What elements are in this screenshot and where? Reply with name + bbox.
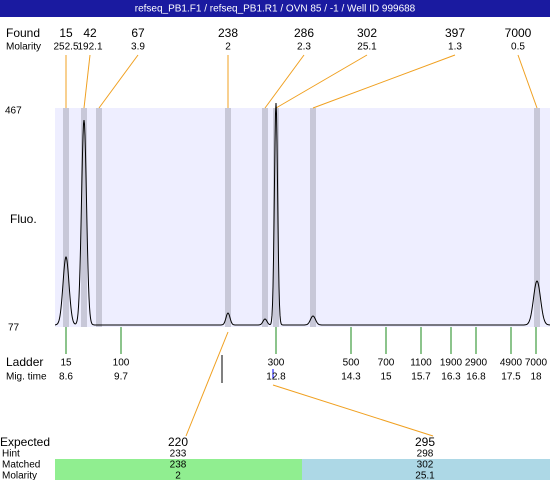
expected-molarity: 2 (175, 471, 181, 480)
ladder-size: 4900 (500, 358, 523, 369)
ladder-time: 18 (530, 372, 542, 383)
ladder-size: 1900 (440, 358, 463, 369)
ladder-time: 15.7 (411, 372, 431, 383)
found-molarity: 2.3 (297, 42, 311, 53)
ladder-time: 12.8 (266, 372, 286, 383)
ladder-size: 7000 (525, 358, 548, 369)
expected-connector (185, 331, 229, 437)
expected-size: 220 (168, 435, 188, 449)
expected-matched: 302 (417, 460, 434, 471)
title: refseq_PB1.F1 / refseq_PB1.R1 / OVN 85 /… (135, 4, 416, 15)
found-molarity: 0.5 (511, 42, 525, 53)
molarity-label: Molarity (2, 471, 37, 480)
expected-hint: 233 (170, 449, 187, 460)
found-size: 302 (357, 26, 377, 40)
expected-size: 295 (415, 435, 435, 449)
found-size: 286 (294, 26, 314, 40)
found-molarity: 252.5 (53, 42, 78, 53)
peak-bar (534, 108, 540, 327)
trace (55, 102, 550, 326)
ladder-size: 700 (378, 358, 395, 369)
ladder-time: 16.3 (441, 372, 461, 383)
ladder-time: 9.7 (114, 372, 128, 383)
found-molarity: 3.9 (131, 42, 145, 53)
y-min-label: 77 (8, 323, 20, 334)
hint-label: Hint (2, 449, 20, 460)
found-size: 15 (59, 26, 73, 40)
plot-area (55, 108, 550, 327)
peak-connector (312, 54, 456, 109)
peak-bar (262, 108, 268, 327)
ladder-size: 2900 (465, 358, 488, 369)
ladder-time: 16.8 (466, 372, 486, 383)
ladder-size: 15 (60, 358, 72, 369)
ladder-time: 14.3 (341, 372, 361, 383)
found-size: 42 (83, 26, 97, 40)
found-label: Found (6, 26, 40, 40)
ladder-size: 100 (113, 358, 130, 369)
found-size: 67 (131, 26, 145, 40)
found-molarity: 192.1 (77, 42, 102, 53)
expected-hint: 298 (417, 449, 434, 460)
ladder-size: 1100 (410, 358, 432, 369)
expected-molarity: 25.1 (415, 471, 435, 480)
found-molarity: 2 (225, 42, 231, 53)
found-size: 238 (218, 26, 238, 40)
matched-label: Matched (2, 460, 40, 471)
peak-bar (81, 108, 87, 327)
peak-bar (225, 108, 231, 327)
title-bar (0, 0, 550, 17)
ladder-time: 15 (380, 372, 392, 383)
peak-bar (63, 108, 69, 327)
found-size: 397 (445, 26, 465, 40)
expected-label: Expected (0, 435, 50, 449)
expected-connector (272, 384, 434, 437)
mig-time-label: Mig. time (6, 372, 47, 383)
peak-connector (264, 54, 305, 109)
ladder-size: 500 (343, 358, 360, 369)
peak-bar (273, 108, 279, 327)
found-size: 7000 (505, 26, 532, 40)
found-molarity: 25.1 (357, 42, 377, 53)
ladder-time: 8.6 (59, 372, 73, 383)
matched-band (302, 459, 550, 480)
matched-band (55, 459, 302, 480)
expected-matched: 238 (170, 460, 187, 471)
peak-bar (96, 108, 102, 327)
peak-connector (275, 54, 368, 109)
molarity-label: Molarity (6, 42, 41, 53)
ladder-label: Ladder (6, 355, 43, 369)
peak-connector (98, 54, 139, 109)
peak-connector (83, 54, 91, 109)
found-molarity: 1.3 (448, 42, 462, 53)
ladder-time: 17.5 (501, 372, 521, 383)
peak-connector (517, 54, 538, 109)
ladder-size: 300 (268, 358, 285, 369)
peak-bar (310, 108, 316, 327)
y-max-label: 467 (5, 106, 22, 117)
y-axis-label: Fluo. (10, 212, 37, 226)
